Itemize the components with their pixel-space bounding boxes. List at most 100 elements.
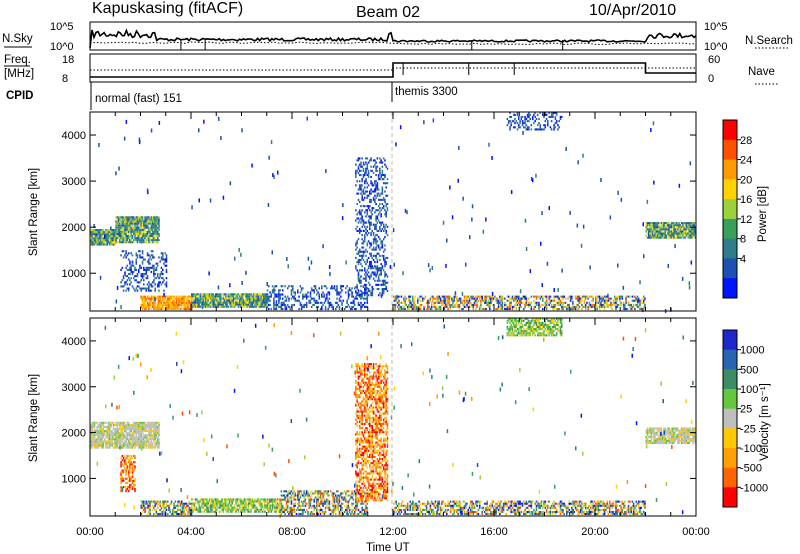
data-cell [144, 502, 146, 505]
data-cell [98, 440, 101, 443]
data-cell [117, 216, 120, 219]
data-cell [414, 305, 417, 308]
data-cell [116, 228, 119, 231]
data-cell [117, 438, 120, 441]
data-cell [222, 504, 225, 507]
data-cell [263, 301, 265, 304]
data-cell [124, 486, 126, 489]
data-cell [377, 267, 380, 270]
data-cell [663, 236, 665, 239]
data-cell [144, 297, 146, 300]
data-cell [386, 209, 389, 212]
data-cell [358, 261, 361, 264]
data-cell [367, 267, 370, 270]
data-cell [632, 299, 635, 302]
data-cell [130, 281, 132, 284]
data-cell [163, 297, 165, 300]
data-cell [91, 432, 93, 435]
data-cell [273, 287, 275, 290]
data-cell [321, 308, 323, 311]
data-cell [377, 198, 380, 201]
data-cell [689, 230, 692, 233]
data-cell [95, 241, 97, 244]
data-cell [370, 267, 372, 270]
data-cell [206, 301, 208, 304]
data-cell [251, 502, 254, 505]
data-cell [629, 303, 631, 306]
data-cell [115, 430, 117, 433]
data-cell [198, 510, 201, 513]
data-cell [146, 260, 149, 263]
data-cell [231, 303, 233, 306]
noise-cell [617, 263, 619, 268]
data-cell [107, 235, 110, 238]
data-cell [290, 305, 293, 308]
data-cell [364, 240, 366, 243]
data-cell [182, 511, 184, 514]
data-cell [236, 299, 238, 302]
data-cell [651, 222, 654, 225]
noise-cell [273, 175, 275, 179]
data-cell [208, 498, 211, 501]
data-cell [519, 303, 521, 306]
data-cell [213, 502, 216, 505]
data-cell [283, 303, 285, 306]
data-cell [162, 500, 164, 503]
data-cell [385, 194, 387, 197]
data-cell [160, 295, 163, 298]
data-cell [539, 124, 542, 127]
data-cell [127, 434, 130, 437]
noise-cell [310, 260, 313, 265]
data-cell [413, 301, 415, 304]
data-cell [266, 301, 269, 304]
data-cell [241, 500, 244, 503]
data-cell [694, 234, 697, 237]
data-cell [144, 287, 146, 290]
data-cell [207, 297, 209, 300]
data-cell [504, 303, 506, 306]
data-cell [194, 506, 197, 509]
data-cell [338, 299, 341, 302]
data-cell [93, 436, 96, 439]
data-cell [355, 290, 357, 293]
data-cell [220, 303, 222, 306]
data-cell [177, 303, 179, 306]
data-cell [489, 299, 491, 302]
data-cell [312, 303, 314, 306]
noise-cell [646, 199, 649, 204]
data-cell [106, 442, 108, 445]
noise-cell [642, 222, 644, 227]
data-cell [145, 430, 148, 433]
data-cell [212, 295, 215, 298]
data-cell [256, 295, 259, 298]
data-cell [131, 481, 134, 484]
data-cell [606, 299, 608, 302]
noise-cell [389, 264, 392, 269]
data-cell [525, 301, 528, 304]
data-cell [376, 186, 379, 189]
noise-cell [529, 269, 532, 274]
data-cell [215, 504, 217, 507]
data-cell [366, 242, 369, 245]
data-cell [554, 111, 557, 114]
data-cell [340, 291, 342, 294]
data-cell [645, 224, 648, 227]
data-cell [153, 436, 155, 439]
data-cell [673, 228, 675, 231]
data-cell [130, 226, 132, 229]
data-cell [665, 228, 668, 231]
data-cell [501, 308, 504, 311]
data-cell [640, 299, 643, 302]
data-cell [329, 303, 332, 306]
data-cell [151, 436, 154, 439]
data-cell [91, 430, 93, 433]
data-cell [141, 305, 144, 308]
data-cell [148, 308, 150, 311]
data-cell [143, 303, 145, 306]
data-cell [673, 226, 675, 229]
data-cell [625, 299, 627, 302]
data-cell [422, 297, 424, 300]
data-cell [256, 303, 259, 306]
data-cell [316, 289, 318, 292]
data-cell [126, 425, 129, 428]
